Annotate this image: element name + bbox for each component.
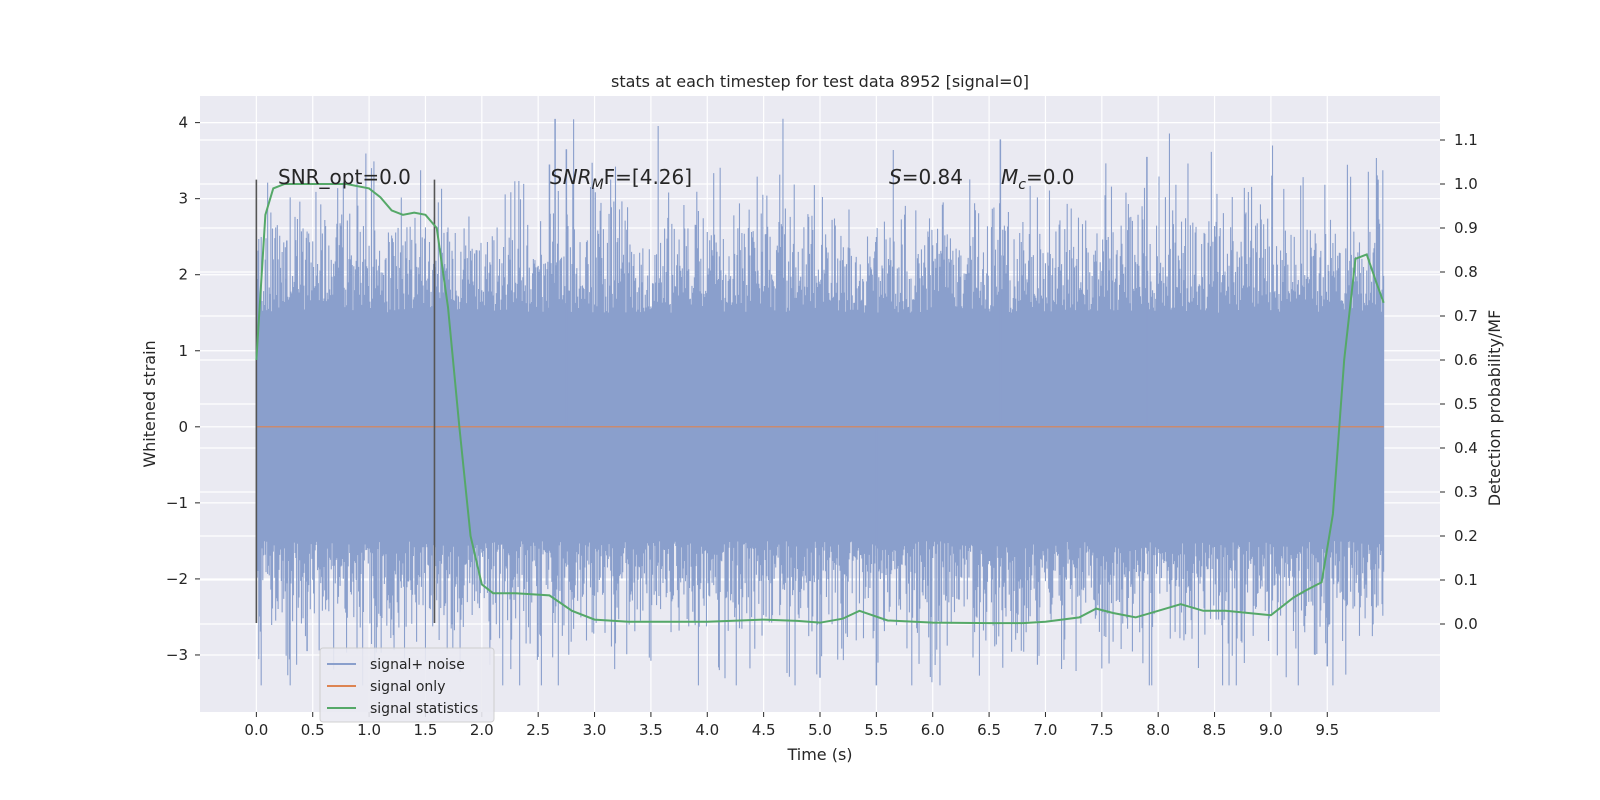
- x-tick-label: 1.0: [357, 721, 381, 739]
- x-tick-label: 6.5: [977, 721, 1001, 739]
- x-tick-label: 0.0: [244, 721, 268, 739]
- x-axis-ticks: 0.0 0.5 1.0 1.5 2.0 2.5 3.0 3.5 4.0 4.5 5.0 5.5 6.0 6…: [244, 712, 1339, 739]
- legend-label-signal-only: signal only: [370, 679, 445, 695]
- x-tick-label: 7.0: [1034, 721, 1058, 739]
- legend-box: [319, 647, 495, 723]
- y-axis-label: Whitened strain: [140, 340, 159, 467]
- x-tick-label: 9.0: [1259, 721, 1283, 739]
- annotation-mc-val: =0.0: [1026, 165, 1075, 189]
- x-tick-label: 8.5: [1203, 721, 1227, 739]
- x-tick-label: 6.0: [921, 721, 945, 739]
- vertical-markers: [255, 179, 436, 624]
- annotation-mc-main: M: [1001, 165, 1018, 189]
- right-y-tick-label: 1.1: [1454, 131, 1478, 149]
- chart-title: stats at each timestep for test data 895…: [611, 72, 1029, 91]
- x-tick-label: 3.0: [583, 721, 607, 739]
- right-y-tick-label: 0.3: [1454, 483, 1478, 501]
- series-signal-statistics: [255, 183, 1385, 625]
- x-tick-label: 5.0: [808, 721, 832, 739]
- right-y-tick-label: 0.1: [1454, 571, 1478, 589]
- right-y-tick-label: 1.0: [1454, 175, 1478, 193]
- y-tick-label: 3: [178, 190, 188, 208]
- annotation-snr-mf-rest: F=[4.26]: [604, 165, 692, 189]
- y-axis-ticks: 4 3 2 1 0 −1 −2 −3: [166, 114, 200, 664]
- right-y-axis-ticks: 1.1 1.0 0.9 0.8 0.7 0.6 0.5 0.4 0.3 0.2 0.1 0.0: [1440, 131, 1478, 633]
- x-tick-label: 4.5: [752, 721, 776, 739]
- annotation-s-var: S: [889, 165, 902, 189]
- legend-label-signal-plus-noise: signal+ noise: [370, 657, 465, 673]
- y-tick-label: −3: [166, 646, 188, 664]
- annotation-s: S=0.84: [889, 165, 963, 189]
- x-axis-label: Time (s): [786, 745, 852, 764]
- right-y-tick-label: 0.5: [1454, 395, 1478, 413]
- annotation-snr-mf: SNRMF=[4.26]: [550, 165, 692, 193]
- y-tick-label: 2: [178, 266, 188, 284]
- right-y-tick-label: 0.2: [1454, 527, 1478, 545]
- y-tick-label: 1: [178, 342, 188, 360]
- x-tick-label: 9.5: [1315, 721, 1339, 739]
- legend-label-signal-statistics: signal statistics: [370, 701, 478, 717]
- x-tick-label: 5.5: [864, 721, 888, 739]
- x-tick-label: 3.5: [639, 721, 663, 739]
- y-tick-label: −2: [166, 570, 188, 588]
- x-tick-label: 2.5: [526, 721, 550, 739]
- right-y-tick-label: 0.7: [1454, 307, 1478, 325]
- right-y-tick-label: 0.6: [1454, 351, 1478, 369]
- x-tick-label: 1.5: [414, 721, 438, 739]
- right-y-tick-label: 0.8: [1454, 263, 1478, 281]
- annotation-s-val: =0.84: [902, 165, 963, 189]
- x-tick-label: 4.0: [695, 721, 719, 739]
- x-tick-label: 7.5: [1090, 721, 1114, 739]
- annotation-snr-opt: SNR_opt=0.0: [278, 165, 411, 189]
- y-tick-label: 4: [178, 114, 188, 132]
- annotation-snr-mf-sub: M: [592, 177, 604, 193]
- right-y-axis-label: Detection probability/MF: [1485, 310, 1504, 507]
- legend: signal+ noise signal only signal statist…: [319, 647, 495, 723]
- right-y-tick-label: 0.4: [1454, 439, 1478, 457]
- right-y-tick-label: 0.9: [1454, 219, 1478, 237]
- annotation-mc-sub: c: [1018, 177, 1026, 193]
- x-tick-label: 8.0: [1146, 721, 1170, 739]
- y-tick-label: 0: [178, 418, 188, 436]
- y-tick-label: −1: [166, 494, 188, 512]
- x-tick-label: 2.0: [470, 721, 494, 739]
- annotation-mc: Mc=0.0: [1001, 165, 1075, 193]
- x-tick-label: 0.5: [301, 721, 325, 739]
- annotation-snr-mf-main: SNR: [550, 165, 592, 189]
- right-y-tick-label: 0.0: [1454, 615, 1478, 633]
